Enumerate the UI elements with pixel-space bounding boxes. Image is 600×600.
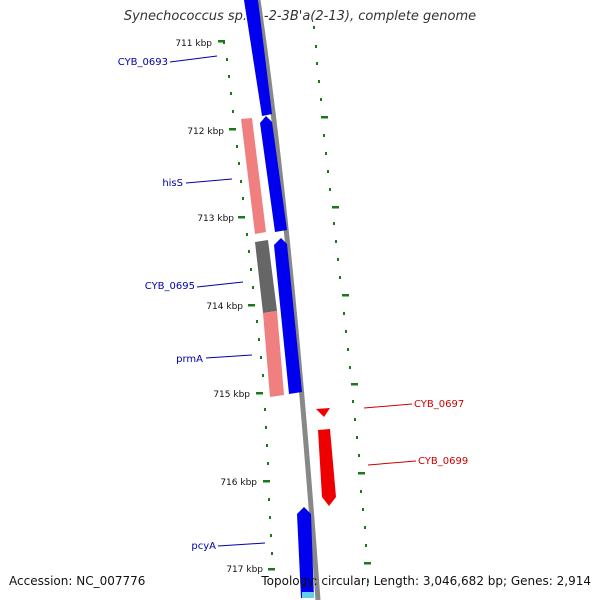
left-tick-dots bbox=[223, 41, 273, 555]
accession-text: Accession: NC_007776 bbox=[9, 574, 146, 588]
kbp-label: 715 kbp bbox=[213, 390, 250, 400]
gene-label-cyb-0693: CYB_0693 bbox=[118, 57, 168, 68]
map-title: Synechococcus sp. JA-2-3B'a(2-13), compl… bbox=[123, 9, 477, 24]
genome-summary-text: Topology: circular; Length: 3,046,682 bp… bbox=[261, 574, 591, 588]
gene-label-prma: prmA bbox=[176, 354, 203, 365]
genome-backbone bbox=[255, 0, 321, 600]
gene-cyb-0699-shape bbox=[318, 429, 336, 506]
gene-label-hiss: hisS bbox=[162, 178, 183, 189]
kbp-label: 712 kbp bbox=[187, 127, 224, 137]
gene-label-cyb-0695: CYB_0695 bbox=[145, 281, 195, 292]
feature-hiss-pink bbox=[241, 118, 266, 234]
kbp-labels: 711 kbp 712 kbp 713 kbp 714 kbp 715 kbp … bbox=[175, 39, 263, 575]
gene-label-pcya: pcyA bbox=[191, 541, 216, 552]
kbp-label: 716 kbp bbox=[220, 478, 257, 488]
gene-cyb-0693-shape bbox=[244, 0, 272, 116]
gene-label-cyb-0697: CYB_0697 bbox=[414, 399, 464, 410]
feature-bottom-light bbox=[302, 592, 314, 598]
label-connectors bbox=[169, 55, 417, 547]
kbp-label: 714 kbp bbox=[206, 302, 243, 312]
gene-cyb-0695-forward-shape bbox=[274, 238, 302, 394]
kbp-label: 711 kbp bbox=[175, 39, 212, 49]
right-major-ticks bbox=[321, 116, 371, 565]
gene-labels: CYB_0693 hisS CYB_0695 prmA pcyA CYB_069… bbox=[118, 57, 468, 552]
kbp-label: 713 kbp bbox=[197, 214, 234, 224]
left-major-ticks bbox=[218, 40, 275, 571]
feature-cyb-0695-gray bbox=[255, 240, 277, 313]
gene-cyb-0697-shape bbox=[316, 408, 330, 417]
kbp-label: 717 kbp bbox=[226, 565, 263, 575]
gene-hiss-forward-shape bbox=[260, 116, 287, 232]
right-tick-dots bbox=[313, 26, 369, 583]
feature-prma-pink bbox=[263, 311, 284, 397]
gene-label-cyb-0699: CYB_0699 bbox=[418, 456, 468, 467]
gene-pcya-shape bbox=[297, 507, 314, 598]
